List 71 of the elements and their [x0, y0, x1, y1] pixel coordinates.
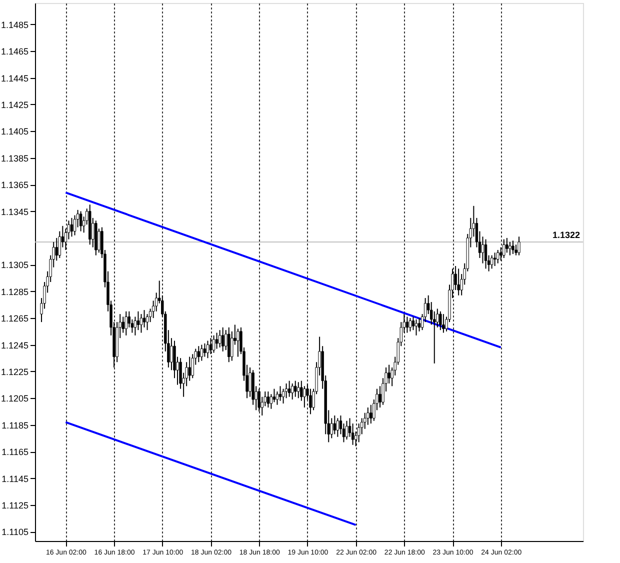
y-tick-label: 1.1185: [2, 420, 28, 430]
y-tick-label: 1.1165: [2, 447, 28, 458]
candlestick: [496, 249, 500, 264]
y-tick-label: 1.1225: [0, 366, 28, 377]
candlestick: [518, 236, 520, 256]
y-tick-label: 1.1445: [0, 73, 28, 84]
candlestick: [221, 326, 224, 352]
candlestick: [378, 386, 382, 408]
candlestick: [236, 328, 240, 358]
candlestick: [493, 252, 496, 266]
candlestick: [506, 237, 508, 254]
candlestick: [278, 386, 282, 402]
candlestick: [457, 268, 460, 296]
candlestick: [188, 356, 191, 382]
candlestick: [490, 254, 494, 270]
candlestick: [414, 318, 418, 336]
candlestick: [370, 404, 372, 424]
y-tick-label: 1.1385: [0, 153, 28, 164]
candlestick: [228, 326, 230, 363]
candlestick: [272, 388, 276, 403]
candlestick: [439, 310, 442, 331]
candlestick: [294, 380, 297, 398]
candlestick: [124, 310, 128, 336]
candlestick: [330, 418, 333, 439]
y-tick-label: 1.1125: [2, 500, 28, 510]
candlestick: [197, 346, 200, 363]
y-tick-label: 1.1145: [2, 474, 28, 484]
candlestick: [70, 217, 74, 238]
candlestick: [218, 330, 222, 348]
candlestick: [200, 344, 204, 362]
candlestick: [142, 310, 146, 328]
candlestick: [508, 241, 512, 256]
candlestick: [248, 366, 252, 398]
candlestick: [481, 236, 484, 264]
y-tick-label: 1.1365: [0, 180, 28, 190]
y-tick-label: 1.1345: [0, 206, 28, 217]
candlestick: [514, 244, 518, 256]
candlestick: [418, 318, 421, 332]
candlestick: [408, 318, 412, 332]
candlestick: [288, 380, 291, 398]
y-tick-label: 1.1465: [0, 46, 28, 57]
candlestick: [140, 314, 143, 334]
candlestick: [442, 314, 445, 334]
candlestick: [388, 364, 390, 384]
candlestick: [206, 340, 210, 359]
y-tick-label: 1.1105: [2, 527, 28, 538]
candlestick: [266, 390, 270, 408]
candlestick: [79, 210, 82, 232]
candlestick: [170, 338, 173, 371]
y-tick-label: 1.1285: [0, 286, 28, 297]
candlestick: [55, 237, 58, 262]
y-tick-label: 1.1485: [0, 20, 28, 30]
candlestick: [203, 342, 206, 358]
candlestick: [136, 310, 140, 331]
y-tick-label: 1.1425: [0, 100, 28, 110]
candlestick: [215, 332, 218, 350]
candlestick: [303, 386, 306, 408]
y-tick-label: 1.1205: [0, 394, 28, 404]
candlestick: [336, 418, 340, 438]
y-tick-label: 1.1265: [0, 314, 28, 324]
y-tick-label: 1.1245: [0, 340, 28, 350]
y-tick-label: 1.1405: [0, 126, 28, 137]
candlestick: [291, 382, 294, 400]
candlestick: [333, 415, 336, 435]
candlestick: [484, 238, 488, 270]
y-tick-label: 1.1305: [0, 260, 28, 270]
ref-line-label: 1.1322: [552, 230, 580, 240]
candlestick: [345, 420, 348, 440]
candlestick: [297, 382, 300, 399]
candlestick: [366, 407, 370, 426]
candlestick: [512, 240, 514, 254]
